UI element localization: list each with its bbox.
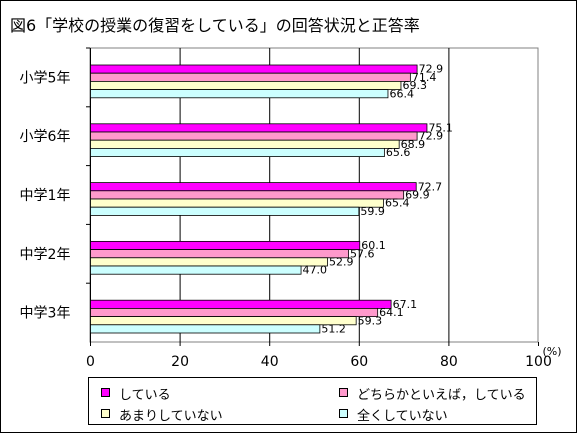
data-label: 72.9 [419,130,444,143]
bar [90,72,411,82]
legend-swatch [101,388,110,397]
legend-label: している [119,388,171,403]
bar [90,198,384,208]
data-label: 65.4 [385,197,410,210]
category-label: 中学2年 [20,247,71,263]
data-label: 72.9 [419,63,444,76]
category-label: 小学5年 [20,70,71,86]
x-tick-label: 0 [86,354,95,370]
x-tick-label: 100 [525,354,552,370]
bar [90,316,357,326]
legend-label: あまりしていない [119,409,223,424]
data-label: 71.4 [412,71,437,84]
x-tick-label: 40 [261,354,279,370]
legend-swatch [339,409,348,418]
category-label: 中学1年 [20,188,71,204]
data-label: 75.1 [428,122,453,135]
bar [90,64,418,74]
legend: している どちらかといえば，している あまりしていない 全くしていない [88,377,537,425]
data-label: 59.3 [358,314,383,327]
bar [90,299,392,309]
bar [90,182,417,192]
data-label: 57.6 [350,247,375,260]
bar [90,123,428,133]
data-label: 67.1 [393,298,418,311]
bar [90,257,328,267]
x-tick-label: 20 [171,354,189,370]
bar [90,131,418,141]
x-tick-label: 60 [350,354,368,370]
data-label: 72.7 [418,180,443,193]
bar [90,307,379,317]
data-label: 65.6 [386,146,411,159]
legend-swatch [339,388,348,397]
bar [90,147,385,157]
bar [90,240,361,250]
bar [90,139,400,149]
legend-swatch [101,409,110,418]
bar [90,265,302,275]
legend-label: どちらかといえば，している [357,388,526,403]
chart-title: 図6「学校の授業の復習をしている」の回答状況と正答率 [10,16,420,35]
bar [90,249,349,259]
data-label: 69.9 [405,189,430,202]
category-label: 小学6年 [20,129,71,145]
bar [90,206,360,216]
bar [90,190,405,200]
data-label: 59.9 [360,205,385,218]
category-label: 中学3年 [20,306,71,322]
bar [90,89,389,99]
data-label: 52.9 [329,256,354,269]
data-label: 68.9 [401,138,426,151]
data-label: 47.0 [303,264,328,277]
bar [90,81,402,91]
data-label: 51.2 [321,323,346,336]
bar [90,324,321,334]
data-label: 69.3 [402,79,427,92]
data-label: 60.1 [361,239,386,252]
data-label: 64.1 [379,306,404,319]
x-unit-label: (%) [542,345,561,358]
data-label: 66.4 [389,87,414,100]
legend-label: 全くしていない [357,409,448,424]
x-tick-label: 80 [440,354,458,370]
